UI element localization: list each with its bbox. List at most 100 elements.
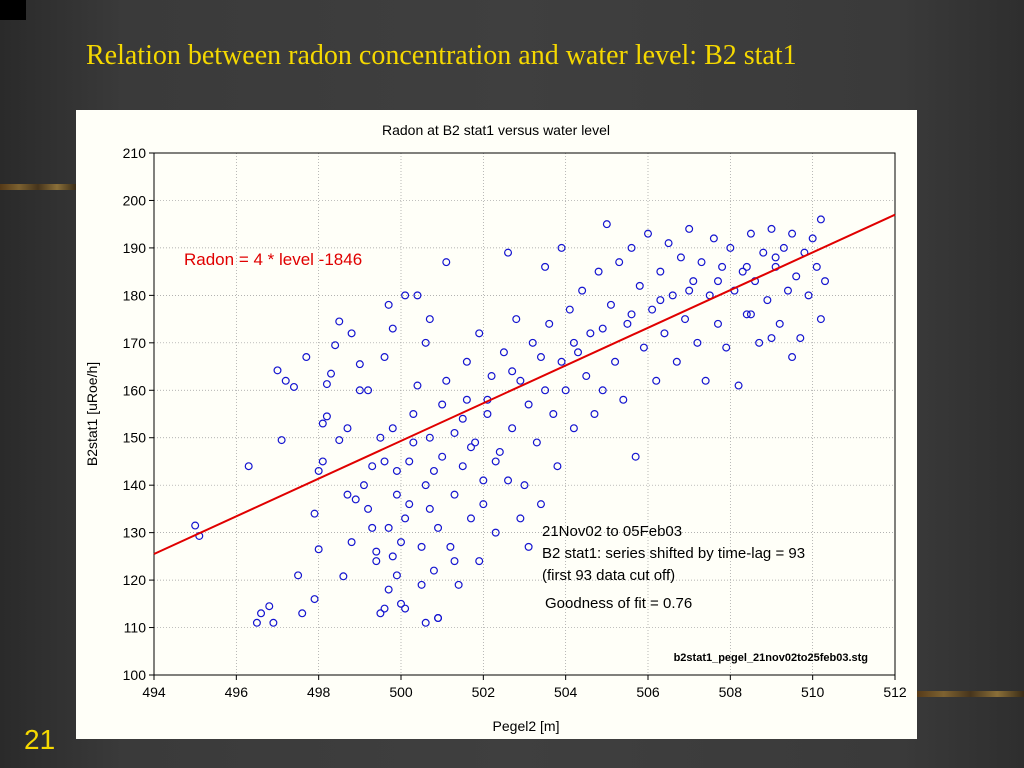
data-point: [541, 262, 550, 271]
data-point: [462, 357, 471, 366]
data-point: [524, 542, 533, 551]
data-point: [487, 372, 496, 381]
data-point: [689, 277, 698, 286]
data-point: [598, 324, 607, 333]
data-point: [421, 618, 430, 627]
data-point: [450, 428, 459, 437]
data-point: [738, 267, 747, 276]
data-point: [536, 500, 545, 509]
data-point: [639, 343, 648, 352]
data-point: [685, 224, 694, 233]
data-point: [294, 571, 303, 580]
data-point: [491, 528, 500, 537]
data-point: [417, 580, 426, 589]
data-point: [425, 433, 434, 442]
data-point: [318, 419, 327, 428]
y-tick-label: 110: [124, 620, 147, 636]
data-point: [545, 319, 554, 328]
annotation-goodness-of-fit: Goodness of fit = 0.76: [545, 595, 692, 612]
data-point: [384, 585, 393, 594]
data-point: [763, 296, 772, 305]
x-tick-label: 506: [636, 684, 660, 700]
data-point: [392, 490, 401, 499]
data-point: [816, 215, 825, 224]
data-point: [425, 315, 434, 324]
data-point: [368, 462, 377, 471]
data-point: [516, 514, 525, 523]
y-tick-label: 150: [123, 430, 147, 446]
y-tick-label: 180: [123, 287, 147, 303]
data-point: [821, 277, 830, 286]
data-point: [623, 319, 632, 328]
data-point: [466, 443, 475, 452]
data-point: [475, 557, 484, 566]
x-axis: 494 496 498 500 502 504 506 508 510 512: [142, 675, 907, 700]
data-point: [380, 457, 389, 466]
data-point: [191, 521, 200, 530]
corner-block: [0, 0, 26, 20]
data-point: [767, 224, 776, 233]
chart-title: Radon at B2 stat1 versus water level: [382, 122, 610, 138]
data-point: [265, 602, 274, 611]
data-point: [656, 296, 665, 305]
data-point: [812, 262, 821, 271]
data-point: [438, 400, 447, 409]
data-point: [804, 291, 813, 300]
data-point: [722, 343, 731, 352]
data-point: [388, 424, 397, 433]
data-point: [734, 381, 743, 390]
data-point: [590, 410, 599, 419]
data-point: [314, 466, 323, 475]
data-point: [479, 476, 488, 485]
data-point: [788, 353, 797, 362]
data-point: [681, 315, 690, 324]
data-point: [635, 281, 644, 290]
data-point: [775, 319, 784, 328]
data-point: [808, 234, 817, 243]
x-tick-label: 512: [883, 684, 907, 700]
data-point: [401, 291, 410, 300]
data-point: [709, 234, 718, 243]
data-point: [569, 338, 578, 347]
y-tick-label: 130: [123, 525, 147, 541]
data-point: [421, 338, 430, 347]
data-point: [598, 386, 607, 395]
data-point: [697, 258, 706, 267]
data-point: [499, 348, 508, 357]
data-point: [380, 353, 389, 362]
data-point: [479, 500, 488, 509]
data-point: [364, 386, 373, 395]
data-point: [429, 566, 438, 575]
data-point: [528, 338, 537, 347]
data-point: [586, 329, 595, 338]
data-point: [417, 542, 426, 551]
data-point: [504, 248, 513, 257]
data-point: [611, 357, 620, 366]
data-point: [536, 353, 545, 362]
y-axis-label: B2stat1 [uRoe/h]: [84, 362, 100, 466]
data-point: [434, 523, 443, 532]
data-point: [376, 433, 385, 442]
data-point: [335, 317, 344, 326]
data-point: [281, 376, 290, 385]
data-point: [508, 424, 517, 433]
data-point: [314, 545, 323, 554]
data-point: [351, 495, 360, 504]
x-axis-label: Pegel2 [m]: [493, 718, 560, 734]
x-tick-label: 496: [225, 684, 249, 700]
data-point: [606, 300, 615, 309]
data-point: [746, 229, 755, 238]
x-tick-label: 510: [801, 684, 825, 700]
data-point: [508, 367, 517, 376]
data-point: [713, 319, 722, 328]
data-point: [462, 395, 471, 404]
data-point: [742, 262, 751, 271]
data-point: [631, 452, 640, 461]
data-point: [759, 248, 768, 257]
data-point: [244, 462, 253, 471]
data-point: [413, 381, 422, 390]
data-point: [384, 300, 393, 309]
slide-number: 21: [24, 724, 56, 755]
data-point: [792, 272, 801, 281]
y-tick-label: 170: [123, 335, 147, 351]
